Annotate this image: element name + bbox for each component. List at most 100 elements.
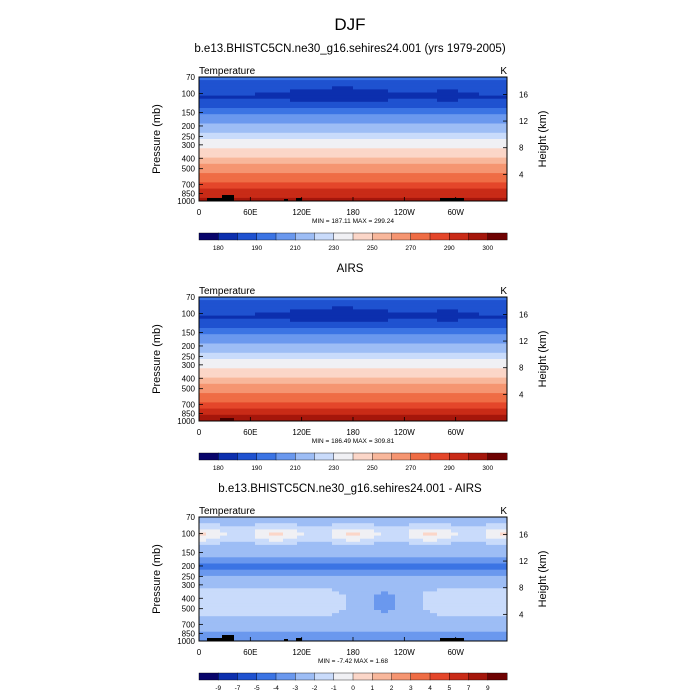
contour-cell: [262, 408, 270, 413]
contour-cell: [479, 104, 487, 109]
contour-cell: [297, 368, 305, 372]
contour-cell: [318, 95, 326, 100]
contour-cell: [248, 346, 256, 351]
contour-cell: [297, 185, 305, 190]
contour-cell: [339, 408, 347, 413]
contour-cell: [451, 318, 459, 323]
contour-cell: [339, 569, 347, 574]
contour-cell: [465, 173, 473, 177]
contour-cell: [416, 417, 424, 422]
contour-cell: [269, 535, 277, 540]
contour-cell: [402, 148, 410, 152]
contour-cell: [402, 328, 410, 332]
contour-cell: [290, 532, 298, 537]
contour-cell: [500, 148, 508, 152]
contour-cell: [423, 374, 431, 379]
contour-cell: [465, 114, 473, 118]
contour-cell: [353, 622, 361, 626]
contour-cell: [241, 163, 249, 168]
contour-cell: [451, 396, 459, 400]
contour-cell: [304, 148, 312, 152]
contour-cell: [367, 83, 375, 87]
contour-cell: [227, 80, 235, 84]
contour-cell: [486, 349, 494, 354]
contour-cell: [353, 368, 361, 372]
contour-cell: [213, 337, 221, 341]
contour-cell: [395, 572, 403, 577]
contour-cell: [479, 328, 487, 332]
contour-cell: [325, 591, 333, 595]
contour-cell: [472, 374, 480, 379]
contour-cell: [423, 622, 431, 626]
contour-cell: [339, 414, 347, 419]
topography-block: [440, 198, 464, 201]
contour-cell: [332, 300, 340, 304]
contour-cell: [206, 588, 214, 592]
contour-cell: [276, 569, 284, 574]
contour-cell: [311, 520, 319, 524]
contour-cell: [444, 343, 452, 348]
contour-cell: [304, 337, 312, 341]
contour-cell: [311, 606, 319, 611]
contour-cell: [220, 132, 228, 137]
contour-cell: [458, 170, 466, 174]
contour-cell: [262, 92, 270, 97]
contour-cell: [395, 597, 403, 602]
contour-cell: [318, 579, 326, 583]
contour-cell: [430, 173, 438, 177]
contour-cell: [451, 309, 459, 313]
contour-cell: [234, 157, 242, 162]
contour-cell: [381, 597, 389, 602]
contour-cell: [339, 98, 347, 103]
contour-cell: [458, 303, 466, 307]
contour-cell: [241, 541, 249, 546]
contour-cell: [234, 349, 242, 354]
contour-cell: [458, 402, 466, 406]
contour-cell: [367, 622, 375, 626]
contour-cell: [241, 297, 249, 301]
contour-cell: [213, 194, 221, 199]
contour-cell: [339, 194, 347, 199]
contour-cell: [290, 380, 298, 385]
contour-cell: [241, 538, 249, 543]
contour-cell: [332, 355, 340, 360]
contour-cell: [234, 154, 242, 159]
contour-cell: [262, 135, 270, 140]
contour-cell: [444, 129, 452, 134]
contour-cell: [395, 188, 403, 193]
contour-cell: [248, 328, 256, 332]
contour-cell: [297, 606, 305, 611]
contour-cell: [423, 151, 431, 155]
contour-cell: [234, 331, 242, 335]
contour-cell: [227, 334, 235, 338]
contour-cell: [395, 331, 403, 335]
contour-cell: [325, 548, 333, 552]
contour-cell: [346, 120, 354, 124]
contour-cell: [458, 139, 466, 143]
contour-cell: [402, 523, 410, 527]
contour-cell: [262, 414, 270, 419]
contour-cell: [290, 616, 298, 620]
contour-cell: [402, 334, 410, 338]
contour-cell: [304, 414, 312, 419]
contour-cell: [430, 368, 438, 372]
contour-cell: [472, 377, 480, 382]
contour-cell: [234, 610, 242, 614]
contour-cell: [346, 569, 354, 574]
contour-cell: [262, 383, 270, 388]
contour-cell: [402, 160, 410, 165]
contour-cell: [304, 117, 312, 121]
contour-cell: [409, 603, 417, 608]
contour-cell: [381, 197, 389, 202]
contour-cell: [353, 83, 361, 87]
contour-cell: [493, 309, 501, 313]
contour-cell: [318, 346, 326, 351]
contour-cell: [423, 541, 431, 546]
contour-cell: [486, 411, 494, 416]
contour-cell: [444, 324, 452, 329]
contour-cell: [430, 77, 438, 81]
contour-cell: [311, 346, 319, 351]
contour-cell: [353, 628, 361, 633]
contour-cell: [367, 544, 375, 549]
contour-cell: [381, 535, 389, 540]
